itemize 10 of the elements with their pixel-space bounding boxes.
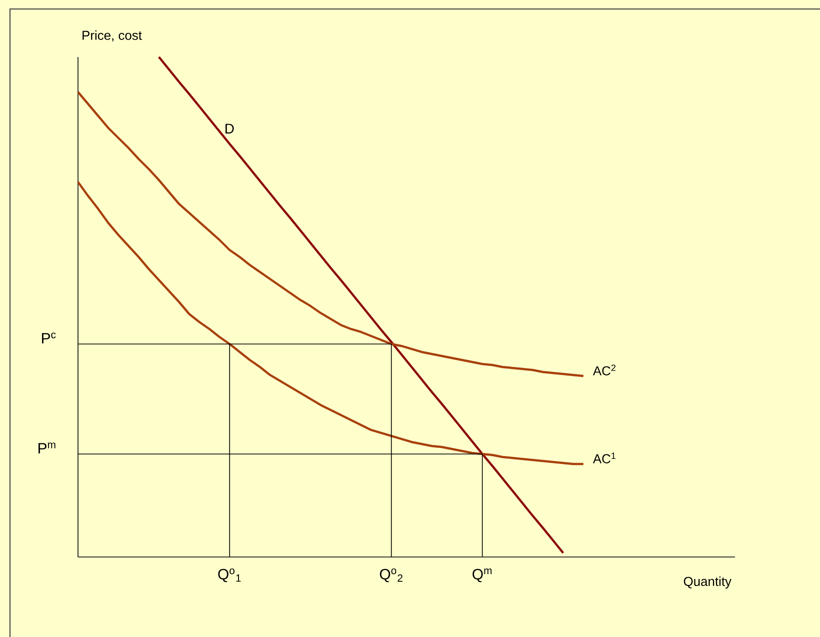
x-tick-label: Q$^{o}$1 [218, 568, 241, 582]
x-axis-title: Quantity [684, 576, 732, 589]
series-label: P$^{m}$ [38, 442, 56, 454]
x-tick-label: Q$^{o}$2 [380, 568, 402, 582]
series-label: P$^{c}$ [42, 332, 56, 344]
y-axis-title: Price, cost [82, 30, 142, 42]
series-label: AC$^{2}$ [592, 364, 616, 376]
series-label: D [226, 124, 234, 134]
series-label: AC$^{1}$ [592, 452, 616, 464]
x-tick-label: Q$^{m}$ [472, 568, 492, 582]
